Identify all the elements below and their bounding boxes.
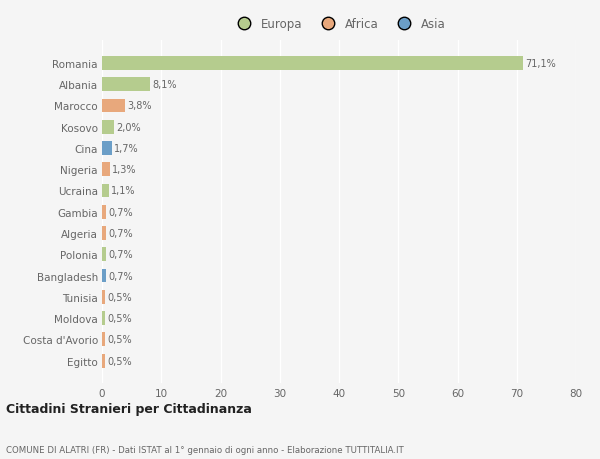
Text: 1,1%: 1,1% xyxy=(111,186,136,196)
Text: 1,7%: 1,7% xyxy=(115,144,139,154)
Text: 0,5%: 0,5% xyxy=(107,313,132,324)
Bar xyxy=(102,121,114,134)
Text: 0,7%: 0,7% xyxy=(109,250,133,260)
Bar xyxy=(102,163,110,177)
Text: COMUNE DI ALATRI (FR) - Dati ISTAT al 1° gennaio di ogni anno - Elaborazione TUT: COMUNE DI ALATRI (FR) - Dati ISTAT al 1°… xyxy=(6,445,404,454)
Text: 1,3%: 1,3% xyxy=(112,165,137,175)
Bar xyxy=(102,312,105,325)
Bar xyxy=(102,205,106,219)
Bar xyxy=(102,184,109,198)
Bar xyxy=(102,354,105,368)
Bar xyxy=(102,248,106,262)
Text: 0,7%: 0,7% xyxy=(109,207,133,217)
Text: 8,1%: 8,1% xyxy=(152,80,177,90)
Bar xyxy=(102,57,523,71)
Bar xyxy=(102,269,106,283)
Text: 3,8%: 3,8% xyxy=(127,101,151,111)
Text: 2,0%: 2,0% xyxy=(116,123,141,132)
Text: 0,7%: 0,7% xyxy=(109,229,133,239)
Bar xyxy=(102,290,105,304)
Text: Cittadini Stranieri per Cittadinanza: Cittadini Stranieri per Cittadinanza xyxy=(6,403,252,415)
Bar xyxy=(102,142,112,156)
Bar xyxy=(102,333,105,347)
Text: 0,5%: 0,5% xyxy=(107,335,132,345)
Text: 0,5%: 0,5% xyxy=(107,356,132,366)
Bar xyxy=(102,78,150,92)
Bar xyxy=(102,227,106,241)
Legend: Europa, Africa, Asia: Europa, Africa, Asia xyxy=(227,13,451,35)
Text: 71,1%: 71,1% xyxy=(526,59,556,69)
Bar xyxy=(102,99,125,113)
Text: 0,7%: 0,7% xyxy=(109,271,133,281)
Text: 0,5%: 0,5% xyxy=(107,292,132,302)
